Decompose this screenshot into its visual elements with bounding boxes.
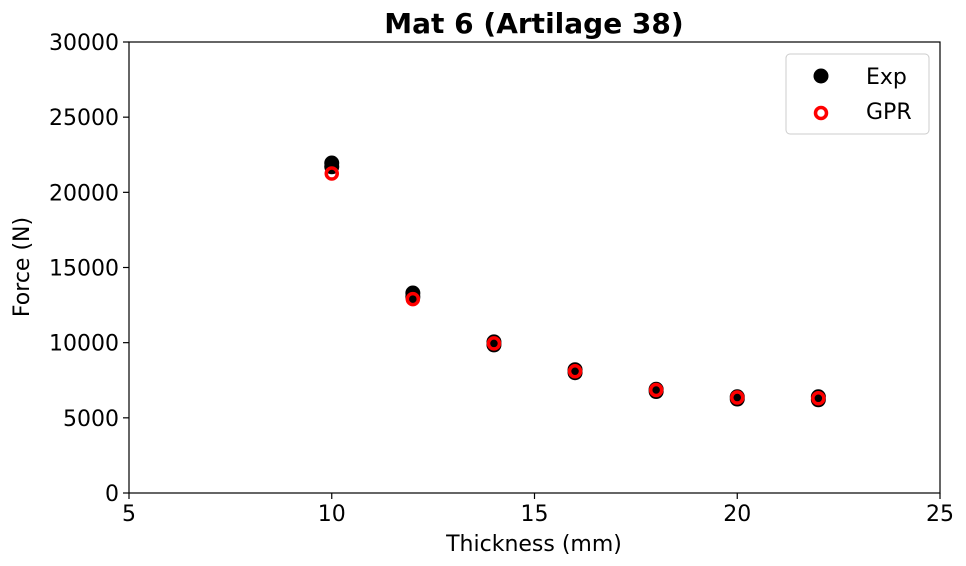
x-tick-label: 15 (521, 502, 549, 527)
y-tick-label: 5000 (63, 407, 119, 432)
legend-marker-gpr (813, 105, 829, 121)
x-tick-label: 25 (926, 502, 954, 527)
gpr-point (811, 391, 826, 406)
y-tick-label: 20000 (49, 181, 119, 206)
x-tick-label: 10 (318, 502, 346, 527)
x-axis: 5 10 15 20 25 (122, 493, 954, 527)
y-axis: 0 5000 10000 15000 20000 25000 30000 (49, 31, 129, 507)
legend-marker-exp (813, 68, 829, 84)
x-axis-label: Thickness (mm) (445, 532, 622, 557)
gpr-point (486, 336, 502, 351)
y-axis-label: Force (N) (10, 217, 35, 317)
chart-title: Mat 6 (Artilage 38) (384, 7, 683, 40)
y-tick-label: 0 (105, 482, 119, 507)
gpr-point (324, 166, 339, 181)
y-tick-label: 15000 (49, 257, 119, 282)
x-tick-label: 20 (723, 502, 751, 527)
legend-label-gpr: GPR (866, 100, 912, 125)
legend-label-exp: Exp (866, 65, 907, 90)
gpr-point (567, 363, 583, 379)
x-tick-label: 5 (122, 502, 136, 527)
data-points (324, 155, 826, 408)
y-tick-label: 30000 (49, 31, 119, 56)
gpr-point (730, 390, 745, 405)
legend: Exp GPR (785, 53, 930, 135)
y-tick-label: 10000 (49, 332, 119, 357)
y-tick-label: 25000 (49, 106, 119, 131)
gpr-point (648, 382, 664, 398)
gpr-point (405, 291, 421, 307)
